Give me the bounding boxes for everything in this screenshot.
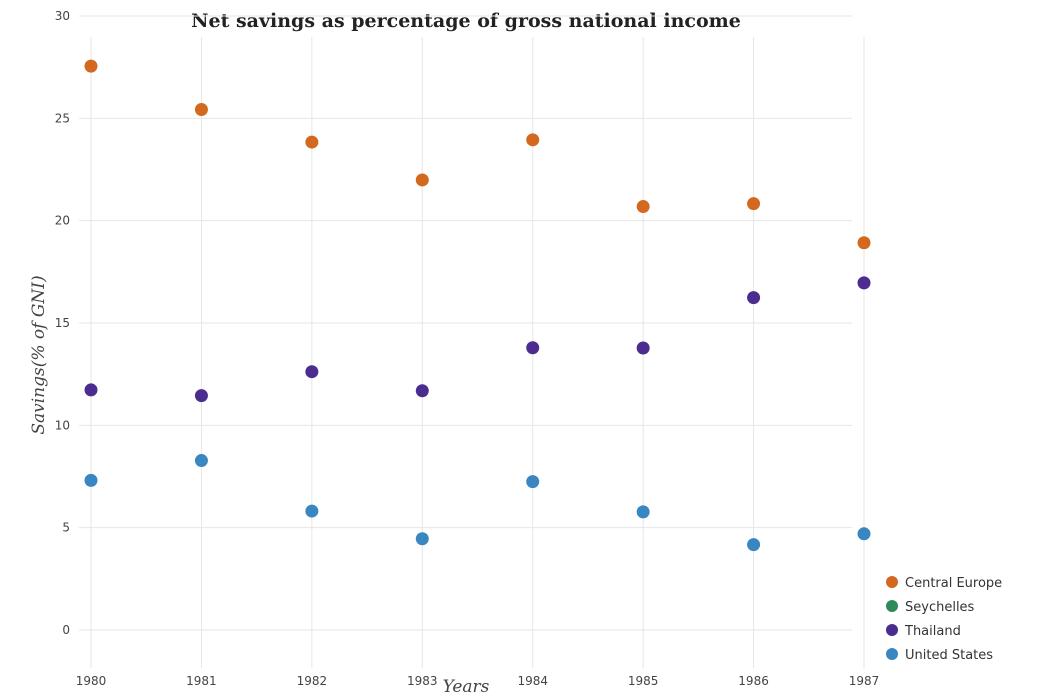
data-point-central-europe: [415, 173, 429, 187]
y-tick-label: 30: [55, 9, 70, 23]
data-point-thailand: [747, 291, 761, 305]
x-tick-label: 1981: [186, 674, 217, 688]
data-point-united-states: [857, 527, 871, 541]
x-tick-label: 1983: [407, 674, 438, 688]
legend-marker: [886, 624, 898, 636]
x-tick-label: 1985: [628, 674, 659, 688]
legend-label: United States: [905, 648, 993, 663]
y-tick-label: 15: [55, 316, 70, 330]
legend-label: Seychelles: [905, 600, 975, 615]
legend-marker: [886, 648, 898, 660]
y-gridlines: [79, 15, 852, 631]
data-point-thailand: [415, 384, 429, 398]
data-point-united-states: [636, 505, 650, 519]
x-axis-label: Years: [443, 677, 490, 697]
x-tick-labels: 1980 1981 1982 1983 1984 1985 1986 1987: [76, 674, 880, 688]
y-tick-label: 20: [55, 214, 70, 228]
y-tick-label: 0: [62, 623, 70, 637]
data-point-united-states: [305, 504, 319, 518]
data-point-united-states: [84, 473, 98, 487]
y-tick-labels: 0 5 10 15 20 25 30: [55, 9, 70, 637]
data-point-central-europe: [636, 200, 650, 214]
data-points: [84, 59, 871, 552]
legend-marker: [886, 576, 898, 588]
data-point-central-europe: [526, 133, 540, 147]
data-point-central-europe: [857, 236, 871, 250]
data-point-thailand: [84, 383, 98, 397]
x-tick-label: 1986: [738, 674, 769, 688]
y-axis-label: Savings(% of GNI): [29, 275, 49, 434]
data-point-central-europe: [194, 103, 208, 117]
data-point-united-states: [526, 475, 540, 489]
data-point-united-states: [415, 532, 429, 546]
x-tick-label: 1980: [76, 674, 107, 688]
legend-marker: [886, 600, 898, 612]
y-tick-label: 10: [55, 418, 70, 432]
x-tick-label: 1984: [517, 674, 548, 688]
data-point-central-europe: [747, 197, 761, 211]
legend-label: Thailand: [904, 624, 961, 639]
data-point-united-states: [747, 538, 761, 552]
legend: Central Europe Seychelles Thailand United S…: [886, 576, 1002, 663]
data-point-thailand: [636, 341, 650, 355]
data-point-thailand: [194, 389, 208, 403]
data-point-thailand: [857, 276, 871, 290]
data-point-central-europe: [84, 59, 98, 73]
data-point-thailand: [526, 341, 540, 355]
legend-label: Central Europe: [905, 576, 1002, 591]
data-point-united-states: [194, 454, 208, 468]
x-tick-label: 1987: [849, 674, 880, 688]
chart-title: Net savings as percentage of gross natio…: [191, 10, 741, 32]
data-point-central-europe: [305, 135, 319, 149]
x-tick-label: 1982: [297, 674, 328, 688]
y-tick-label: 5: [62, 521, 70, 535]
data-point-thailand: [305, 365, 319, 379]
y-tick-label: 25: [55, 111, 70, 125]
plot-background: [79, 37, 852, 668]
